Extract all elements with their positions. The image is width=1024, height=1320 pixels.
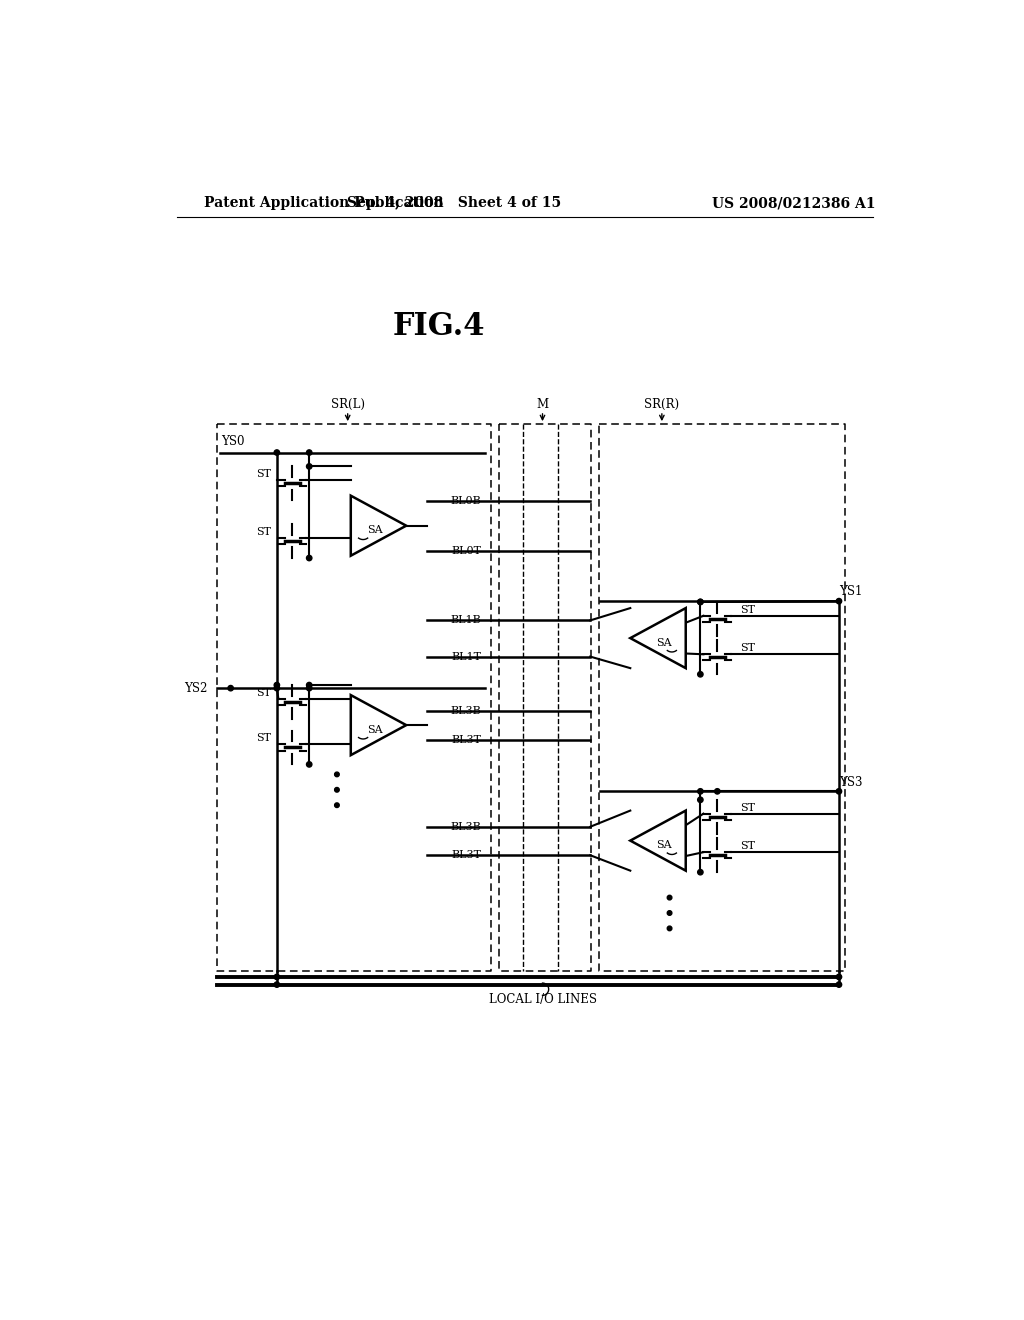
Text: BL3B: BL3B	[451, 706, 481, 717]
Text: ST: ST	[740, 605, 756, 615]
Circle shape	[697, 797, 703, 803]
Circle shape	[306, 463, 312, 469]
Circle shape	[668, 895, 672, 900]
Text: YS3: YS3	[839, 776, 862, 788]
Text: ST: ST	[256, 527, 270, 537]
Text: SR(L): SR(L)	[331, 399, 365, 412]
Circle shape	[306, 685, 312, 690]
Text: US 2008/0212386 A1: US 2008/0212386 A1	[712, 197, 876, 210]
Circle shape	[228, 685, 233, 690]
Circle shape	[274, 682, 280, 688]
Text: FIG.4: FIG.4	[392, 310, 484, 342]
Circle shape	[715, 788, 720, 795]
Text: YS0: YS0	[221, 436, 245, 449]
Circle shape	[668, 911, 672, 915]
Text: ST: ST	[740, 803, 756, 813]
Circle shape	[274, 974, 280, 979]
Circle shape	[274, 450, 280, 455]
Circle shape	[306, 556, 312, 561]
Circle shape	[697, 788, 703, 795]
Text: YS1: YS1	[839, 585, 862, 598]
Text: Sep. 4, 2008   Sheet 4 of 15: Sep. 4, 2008 Sheet 4 of 15	[347, 197, 561, 210]
Circle shape	[274, 685, 280, 690]
Text: SA: SA	[367, 725, 382, 735]
Circle shape	[306, 762, 312, 767]
Text: Patent Application Publication: Patent Application Publication	[204, 197, 443, 210]
Polygon shape	[631, 810, 686, 871]
Text: BL3T: BL3T	[451, 850, 481, 861]
Circle shape	[837, 788, 842, 795]
Text: ST: ST	[256, 733, 270, 743]
Text: SA: SA	[367, 525, 382, 536]
Circle shape	[306, 450, 312, 455]
Circle shape	[335, 772, 339, 776]
Circle shape	[697, 599, 703, 605]
Circle shape	[274, 982, 280, 987]
Text: ST: ST	[256, 469, 270, 479]
Polygon shape	[351, 696, 407, 755]
Circle shape	[697, 672, 703, 677]
Text: BL3B: BL3B	[451, 822, 481, 832]
Text: BL1T: BL1T	[451, 652, 481, 661]
Text: ST: ST	[740, 643, 756, 653]
Text: BL0B: BL0B	[451, 496, 481, 506]
Text: LOCAL I/O LINES: LOCAL I/O LINES	[488, 993, 597, 1006]
Circle shape	[335, 803, 339, 808]
Circle shape	[837, 974, 842, 979]
Circle shape	[668, 927, 672, 931]
Text: SA: SA	[656, 638, 672, 648]
Text: BL0T: BL0T	[451, 546, 481, 556]
Polygon shape	[631, 609, 686, 668]
Circle shape	[697, 599, 703, 605]
Text: YS2: YS2	[184, 681, 208, 694]
Text: BL3T: BL3T	[451, 735, 481, 744]
Text: ST: ST	[256, 688, 270, 698]
Text: BL1B: BL1B	[451, 615, 481, 626]
Polygon shape	[351, 496, 407, 556]
Text: ST: ST	[740, 841, 756, 851]
Circle shape	[335, 788, 339, 792]
Circle shape	[306, 682, 312, 688]
Text: M: M	[537, 399, 549, 412]
Text: SR(R): SR(R)	[644, 399, 679, 412]
Text: SA: SA	[656, 841, 672, 850]
Circle shape	[697, 870, 703, 875]
Circle shape	[837, 982, 842, 987]
Circle shape	[837, 598, 842, 603]
